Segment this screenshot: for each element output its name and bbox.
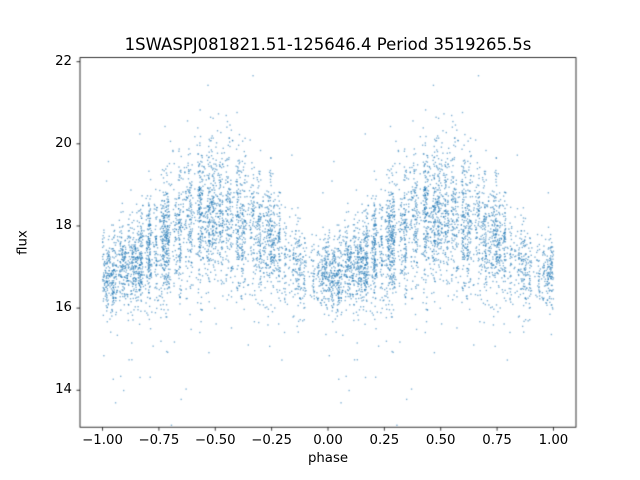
x-axis-label: phase [307,451,349,466]
chart-title: 1SWASPJ081821.51-125646.4 Period 3519265… [124,35,532,54]
y-axis-label: flux [15,230,31,255]
